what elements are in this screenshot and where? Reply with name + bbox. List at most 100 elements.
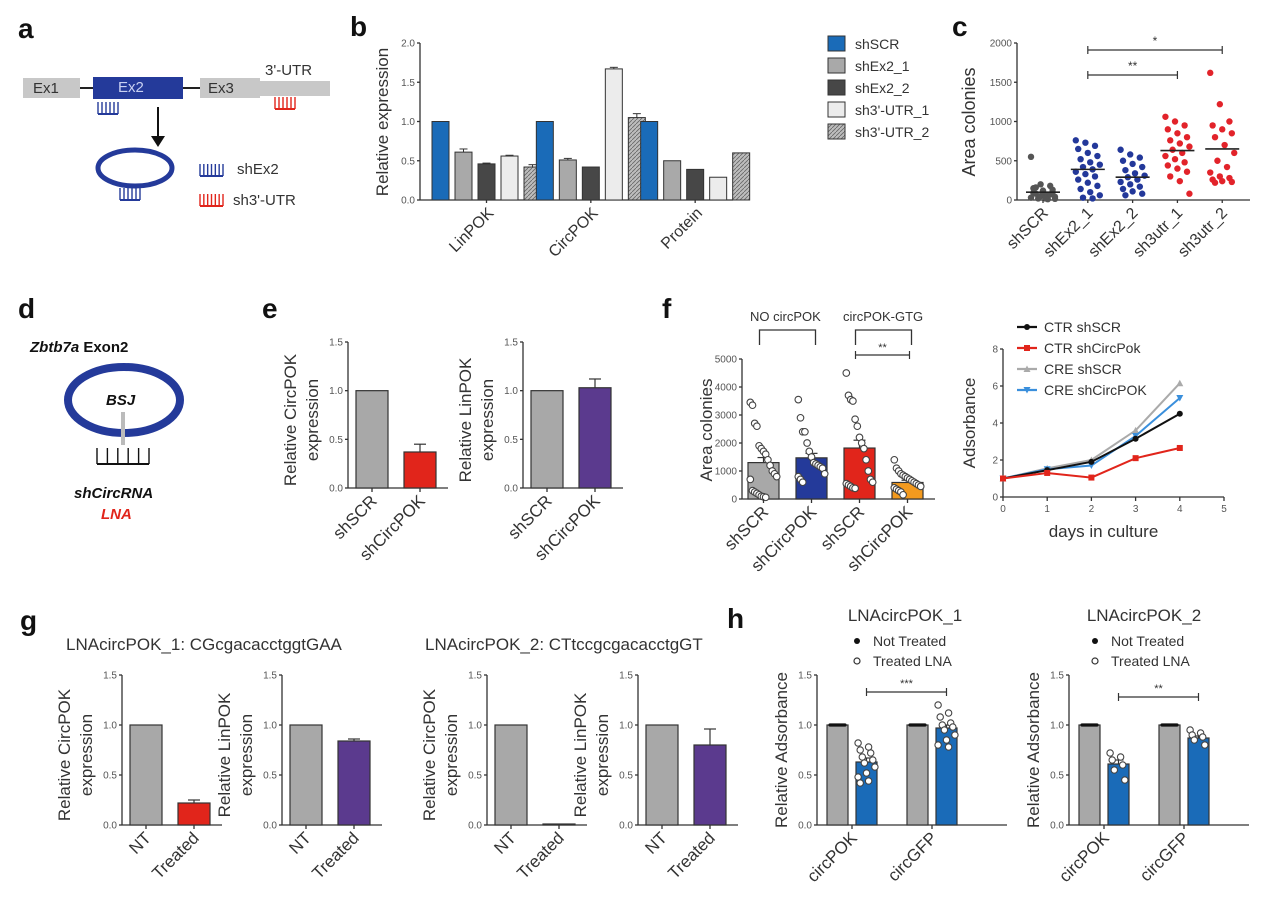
chart-g4: 0.0 0.5 1.0 1.5 Relative LinPOK expression NTT… [571,671,738,883]
data-point [1223,163,1231,171]
data-marker [1176,444,1183,451]
data-point [934,701,942,709]
data-point [864,743,873,751]
group-bracket [854,329,913,345]
panel-label-e: e [262,293,278,324]
exon-name: Exon2 [79,339,128,356]
y-tick-label: 1.5 [1050,671,1064,682]
y-axis-label: Relative Adsorbance [1024,672,1043,828]
data-point [1051,195,1059,203]
data-point [856,779,864,787]
group-label: NO circPOK [750,309,821,324]
y-tick-label: 1.0 [103,721,117,732]
bar-treated [693,744,727,826]
data-point [1117,146,1124,153]
y-tick-label: 1.0 [619,721,633,732]
legend-label: Not Treated [1111,633,1184,649]
data-point [853,422,862,431]
data-point [851,484,859,493]
y-axis-label-line2: expression [77,714,96,796]
data-point [951,731,959,739]
legend-label: sh3'-UTR_2 [855,124,929,140]
data-point [858,753,867,761]
sh3utr-comb-icon [274,97,296,110]
data-point [1167,173,1174,180]
group-label: circPOK-GTG [843,309,923,324]
y-tick-label: 0.0 [1050,821,1064,832]
y-tick-label: 1.0 [329,386,343,397]
bar-not-treated [826,724,849,826]
legend-label: Treated LNA [1111,653,1191,669]
data-point [1075,176,1082,183]
bar-shscr [355,390,389,489]
legend-swatch [827,79,846,96]
data-point [1139,163,1146,171]
data-point [1176,177,1184,185]
data-point [1221,141,1228,149]
data-point [1032,184,1040,191]
data-point [944,743,953,751]
y-tick-label: 0.0 [468,821,482,832]
data-marker [1132,455,1139,462]
data-point [1094,182,1101,190]
data-point [803,439,811,447]
data-point [1136,183,1144,190]
bar-sh3utr1 [604,68,623,201]
legend-label: Treated LNA [873,653,953,669]
legend-label: Not Treated [873,633,946,649]
data-point [801,427,809,436]
y-tick-label: 0 [1006,196,1012,207]
data-point [1131,170,1139,177]
data-marker [1132,435,1139,442]
y-tick-label: 0.5 [103,771,117,782]
data-point [1037,181,1044,188]
y-tick-label: 2.0 [401,39,415,50]
lna-label: LNA [101,506,132,523]
y-axis-label-line2: expression [303,379,322,461]
x-tick-label: 3 [1133,504,1139,515]
y-tick-label: 2000 [990,39,1013,50]
y-tick-label: 1.0 [468,721,482,732]
y-tick-label: 1.5 [619,671,633,682]
bar-shscr [640,121,659,201]
legend-swatch [827,57,846,74]
data-point [1116,753,1125,761]
data-point [1231,149,1238,157]
legend-label: CRE shSCR [1044,361,1122,377]
exon3-label: Ex3 [208,80,234,97]
bar-shex21 [454,151,473,201]
x-tick-label: 2 [1089,504,1095,515]
bar-treated [177,802,211,826]
y-tick-label: 6 [992,382,998,393]
y-tick-label: 4 [992,419,998,430]
legend-label: shEx2_2 [855,80,910,96]
panel-label-a: a [18,13,34,44]
data-point [871,763,879,771]
y-tick-label: 2 [992,456,998,467]
data-point [1228,130,1236,137]
bar-treated-lna [1107,763,1130,826]
legend-label: CTR shSCR [1044,319,1121,335]
x-tick-label: 0 [1000,504,1006,515]
bar-nt [289,724,323,826]
gene-name: Zbtb7a [29,339,79,356]
data-point [796,413,805,422]
bar-shcircpok [403,451,437,489]
data-point [1096,161,1104,168]
data-point [1082,139,1089,146]
data-point [949,723,957,731]
data-point [899,490,907,499]
y-tick-label: 0.0 [401,196,415,207]
data-marker [1176,379,1184,387]
data-point [1186,190,1193,197]
y-tick-label: 1.5 [263,671,277,682]
data-point [1164,162,1172,169]
bar-shex21 [663,160,682,201]
y-tick-label: 1000 [990,117,1013,128]
data-point [1027,194,1035,201]
data-point [1106,749,1114,757]
data-point [851,415,859,424]
data-point [1118,761,1127,769]
panel-label-f: f [662,293,672,324]
